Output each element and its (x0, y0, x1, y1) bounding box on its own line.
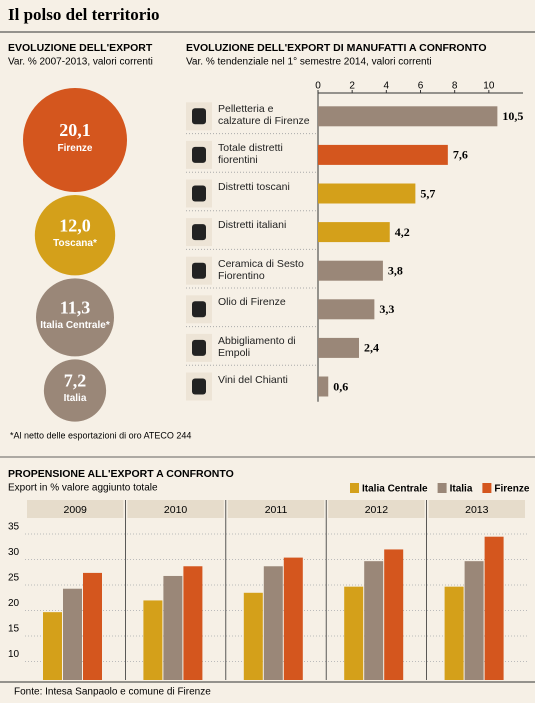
bar-category: Totale distretti fiorentini (218, 141, 283, 166)
bar-value: 10,5 (502, 109, 523, 123)
x-tick-label: 10 (483, 81, 495, 92)
year-header (27, 500, 124, 518)
icon (192, 108, 206, 125)
bubble-value: 20,1 (59, 120, 91, 140)
bar-category: Olio di Firenze (218, 296, 286, 309)
y-tick-label: 10 (8, 649, 20, 660)
icon (192, 146, 206, 163)
bar-category: Distretti toscani (218, 180, 290, 193)
x-tick-label: 2010 (164, 504, 188, 516)
bubble (43, 359, 107, 422)
bar (243, 592, 263, 680)
bar (183, 566, 203, 680)
icon (192, 185, 206, 202)
bar-value: 3,8 (388, 263, 403, 277)
bar (384, 549, 404, 680)
year-header (127, 500, 224, 518)
bar (444, 586, 464, 680)
bar (43, 612, 62, 680)
x-tick-label: 2013 (465, 504, 489, 516)
y-tick-label: 15 (8, 624, 20, 635)
y-tick-label: 30 (8, 547, 20, 558)
bubble-label: Italia (63, 393, 87, 405)
bar (83, 572, 102, 680)
x-tick-label: 4 (384, 81, 390, 92)
bubble (22, 88, 128, 193)
legend-swatch (350, 483, 359, 493)
x-tick-label: 0 (315, 81, 321, 92)
legend-label: Italia (450, 484, 473, 495)
bar (318, 144, 448, 165)
bar (318, 222, 390, 243)
year-header (227, 500, 325, 518)
x-tick-label: 2009 (64, 504, 88, 516)
icon (192, 378, 206, 395)
bar-category: Distretti italiani (218, 219, 287, 232)
year-header (428, 500, 525, 518)
chart-title: EVOLUZIONE DELL'EXPORT (8, 42, 153, 54)
chart-subtitle: Var. % tendenziale nel 1° semestre 2014,… (186, 57, 432, 68)
chart-subtitle: Var. % 2007-2013, valori correnti (8, 57, 153, 68)
legend-swatch (482, 483, 492, 493)
y-tick-label: 35 (8, 522, 20, 533)
note: *Al netto delle esportazioni di oro ATEC… (10, 430, 191, 440)
legend-label: Italia Centrale (362, 484, 428, 495)
y-tick-label: 20 (8, 598, 20, 609)
bar (484, 536, 504, 680)
bar (63, 588, 82, 680)
x-tick-label: 2 (349, 81, 355, 92)
bar-category: Ceramica di Sesto Fiorentino (218, 257, 304, 282)
page-title: Il polso del territorio (8, 5, 160, 24)
bar-value: 2,4 (364, 341, 379, 355)
bar-value: 3,3 (379, 302, 394, 316)
chart-title: PROPENSIONE ALL'EXPORT A CONFRONTO (8, 468, 234, 480)
bubble (34, 195, 116, 276)
y-tick-label: 25 (8, 573, 20, 584)
bar-category: Abbigliamento di Empoli (218, 334, 296, 359)
chart-subtitle: Export in % valore aggiunto totale (8, 483, 158, 494)
icon (192, 301, 206, 318)
chart-title: EVOLUZIONE DELL'EXPORT DI MANUFATTI A CO… (186, 42, 487, 54)
bar (318, 337, 359, 358)
x-tick-label: 2011 (265, 504, 288, 516)
bar (318, 376, 329, 397)
bar (464, 561, 484, 680)
bar (318, 106, 498, 127)
bar-category: Vini del Chianti (218, 373, 288, 386)
icon (192, 224, 206, 241)
legend-label: Firenze (494, 484, 529, 495)
bubble-label: Firenze (57, 143, 93, 154)
legend-swatch (437, 483, 447, 493)
bar (364, 561, 384, 680)
bar (163, 575, 183, 680)
bar (143, 600, 163, 680)
bar (263, 566, 283, 680)
bar-value: 0,6 (333, 379, 348, 393)
x-tick-label: 6 (418, 81, 424, 92)
bar-value: 4,2 (395, 225, 410, 239)
bar (344, 586, 364, 680)
icon (192, 339, 206, 356)
bubble (36, 278, 114, 357)
bar-value: 5,7 (420, 186, 435, 200)
bar-value: 7,6 (453, 148, 468, 162)
bubble-label: Italia Centrale* (40, 320, 110, 332)
bar-category: Pelletteria e calzature di Firenze (218, 103, 310, 128)
bar (318, 260, 383, 281)
x-tick-label: 2012 (365, 504, 389, 516)
bubble-value: 11,3 (60, 297, 91, 317)
bubble-value: 12,0 (59, 215, 91, 235)
bubble-value: 7,2 (64, 371, 87, 391)
x-tick-label: 8 (452, 81, 458, 92)
bubble-label: Toscana* (53, 238, 97, 250)
source: Fonte: Intesa Sanpaolo e comune di Firen… (14, 687, 211, 698)
icon (192, 262, 206, 279)
bar (283, 557, 303, 680)
year-header (328, 500, 425, 518)
bar (318, 183, 416, 204)
bar (318, 299, 375, 320)
